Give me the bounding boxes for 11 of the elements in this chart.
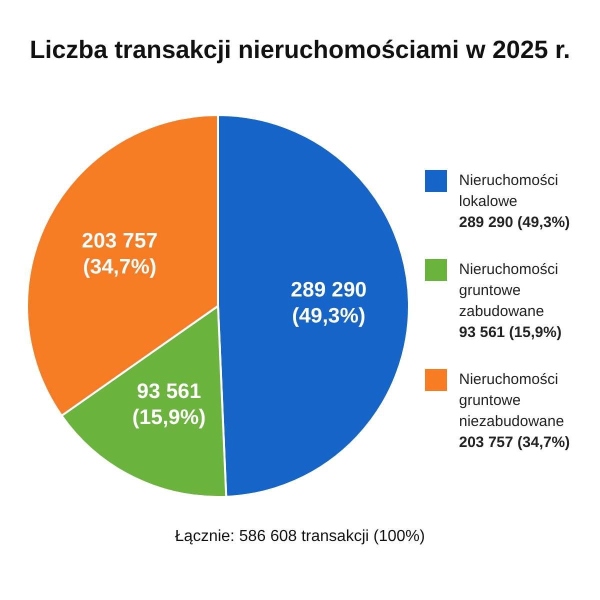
data-label: 93 561 (15,9%): [132, 380, 206, 430]
legend-label: Nieruchomości gruntowe niezabudowane: [459, 371, 564, 430]
text: 203 757 (34,7%): [459, 434, 570, 451]
legend-label: Nieruchomości lokalowe: [459, 172, 558, 210]
text: Łącznie: 586 608 transakcji (100%): [174, 528, 426, 546]
data-label: 289 290 (49,3%): [459, 213, 571, 233]
chart-title: Liczba transakcji nieruchomościami w 2025 r.: [28, 36, 572, 65]
text: 289 290 (49,3%): [290, 278, 367, 328]
text: 93 561 (15,9%): [459, 324, 562, 341]
legend-label: Nieruchomości gruntowe zabudowane: [459, 261, 558, 320]
data-label: 203 757 (34,7%): [82, 230, 158, 279]
